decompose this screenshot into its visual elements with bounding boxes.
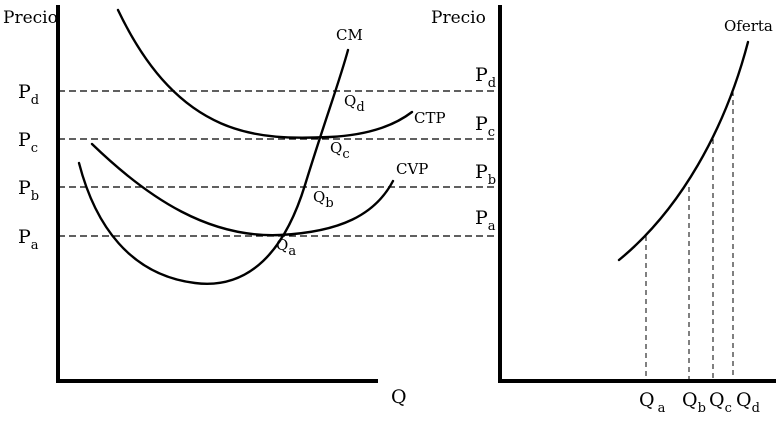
cm-label: CM <box>336 26 363 44</box>
right-price-label-pd: Pd <box>475 64 496 91</box>
cvp-label: CVP <box>396 160 428 178</box>
left-axes <box>56 5 378 383</box>
ctp-label: CTP <box>414 109 446 127</box>
left-price-label-pc: Pc <box>18 129 38 156</box>
quantity-label-qb: Qb <box>682 389 706 416</box>
point-label-qb: Qb <box>313 188 334 211</box>
cm-curve <box>77 48 350 285</box>
right-price-label-pb: Pb <box>475 161 496 188</box>
left-price-label-pb: Pb <box>18 177 39 204</box>
right-axes <box>498 5 776 383</box>
point-label-qc: Qc <box>330 139 350 162</box>
supply-label: Oferta <box>724 17 773 35</box>
cvp-curve <box>90 142 395 237</box>
right-price-label-pc: Pc <box>475 113 495 140</box>
left-y-axis-title: Precio <box>3 8 58 28</box>
quantity-label-qc: Qc <box>709 389 732 416</box>
supply-curve <box>617 40 750 262</box>
left-price-label-pa: Pa <box>18 226 39 253</box>
quantity-label-qd: Qd <box>736 389 760 416</box>
point-label-qd: Qd <box>344 92 365 115</box>
left-panel: Precio Q CM CTP CVP Pd Pc Pb Pa Qd Qc Qb… <box>3 5 500 408</box>
right-price-label-pa: Pa <box>475 207 496 234</box>
left-price-label-pd: Pd <box>18 81 39 108</box>
right-y-axis-title: Precio <box>431 8 486 28</box>
left-x-axis-title: Q <box>391 386 407 408</box>
ctp-curve <box>116 8 414 139</box>
point-label-qa: Qa <box>276 236 296 259</box>
